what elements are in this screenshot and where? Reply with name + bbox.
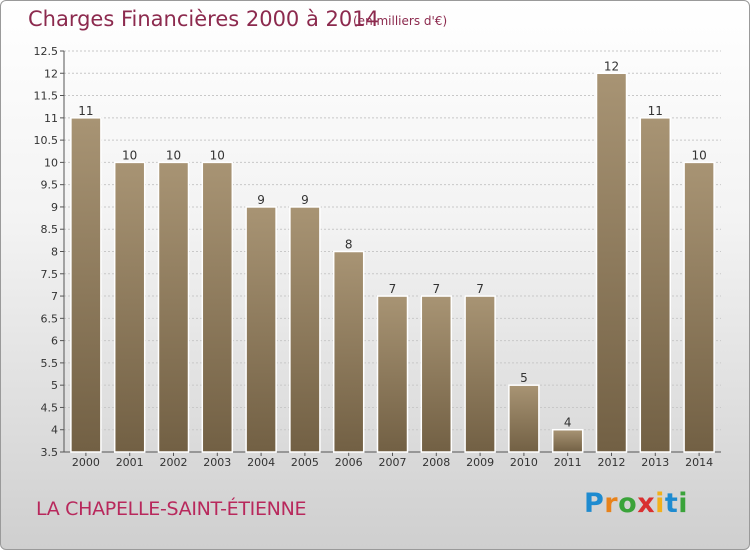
bar	[639, 117, 672, 453]
logo-letter: P	[584, 488, 605, 519]
bar-value-label: 7	[476, 282, 484, 296]
x-tick-label: 2006	[335, 456, 363, 469]
logo-letter: i	[678, 488, 689, 519]
y-tick-label: 10.5	[34, 134, 59, 147]
x-tick-label: 2010	[510, 456, 538, 469]
bar	[113, 161, 146, 453]
bar-value-label: 9	[301, 193, 309, 207]
bar	[551, 428, 584, 453]
x-tick-label: 2012	[598, 456, 626, 469]
x-tick-label: 2001	[116, 456, 144, 469]
bar	[376, 295, 409, 453]
bar	[420, 295, 453, 453]
y-tick-label: 8	[51, 246, 58, 259]
y-tick-label: 7.5	[41, 268, 59, 281]
y-tick-label: 4.5	[41, 401, 59, 414]
logo-letter: o	[618, 488, 638, 519]
y-tick-label: 5.5	[41, 357, 59, 370]
logo-letter: r	[604, 488, 619, 519]
bar-value-label: 8	[345, 238, 353, 252]
y-tick-label: 6.5	[41, 312, 59, 325]
bar	[157, 161, 190, 453]
bar	[508, 384, 540, 453]
bar-value-label: 11	[78, 104, 93, 118]
x-tick-label: 2002	[160, 456, 188, 469]
bar	[70, 117, 102, 453]
y-tick-label: 11	[44, 112, 58, 125]
bar-value-label: 4	[564, 416, 572, 430]
bar-value-label: 10	[210, 148, 225, 162]
labels: 3.5 4 4.5 5 5.5 6 6.5 7 7.5 8 8.5 9 9.5 10 10.5 11 11.5 1…	[34, 45, 714, 469]
bar	[289, 206, 321, 453]
x-tick-label: 2011	[554, 456, 582, 469]
y-tick-label: 3.5	[41, 446, 59, 459]
bar-value-label: 12	[604, 59, 619, 73]
x-tick-label: 2009	[466, 456, 494, 469]
y-tick-label: 12.5	[34, 45, 59, 58]
bar-value-label: 10	[122, 148, 137, 162]
x-tick-label: 2008	[422, 456, 450, 469]
x-tick-label: 2004	[247, 456, 275, 469]
x-tick-label: 2014	[685, 456, 713, 469]
bar-value-label: 11	[648, 104, 663, 118]
y-tick-label: 4	[51, 424, 58, 437]
chart-title: Charges Financières 2000 à 2014	[28, 7, 379, 31]
bar	[464, 295, 496, 453]
bar-value-label: 10	[691, 148, 706, 162]
y-tick-label: 7	[51, 290, 58, 303]
bar	[245, 206, 277, 453]
x-tick-label: 2000	[72, 456, 100, 469]
location-name: LA CHAPELLE-SAINT-ÉTIENNE	[36, 498, 307, 520]
x-tick-label: 2007	[379, 456, 407, 469]
proxiti-logo[interactable]: Proxiti	[584, 488, 688, 519]
bar-value-label: 9	[257, 193, 265, 207]
logo-letter: t	[664, 488, 679, 519]
bar-value-label: 7	[389, 282, 397, 296]
y-tick-label: 6	[51, 335, 58, 348]
bar	[201, 161, 234, 453]
bar	[332, 250, 365, 453]
y-tick-label: 12	[44, 67, 58, 80]
x-tick-label: 2005	[291, 456, 319, 469]
y-tick-label: 5	[51, 379, 58, 392]
bars	[70, 72, 715, 453]
bar-value-label: 10	[166, 148, 181, 162]
x-tick-label: 2003	[203, 456, 231, 469]
y-tick-label: 10	[44, 156, 58, 169]
chart-subtitle: (en milliers d'€)	[353, 14, 448, 28]
bar-value-label: 5	[520, 371, 528, 385]
y-tick-label: 9.5	[41, 179, 59, 192]
bar	[683, 161, 715, 453]
bar-value-label: 7	[432, 282, 440, 296]
bar	[595, 72, 628, 453]
logo-letter: i	[655, 488, 665, 519]
y-tick-label: 9	[51, 201, 58, 214]
y-tick-label: 8.5	[41, 223, 59, 236]
logo-letter: x	[637, 488, 656, 519]
x-tick-label: 2013	[641, 456, 669, 469]
y-tick-label: 11.5	[34, 90, 59, 103]
